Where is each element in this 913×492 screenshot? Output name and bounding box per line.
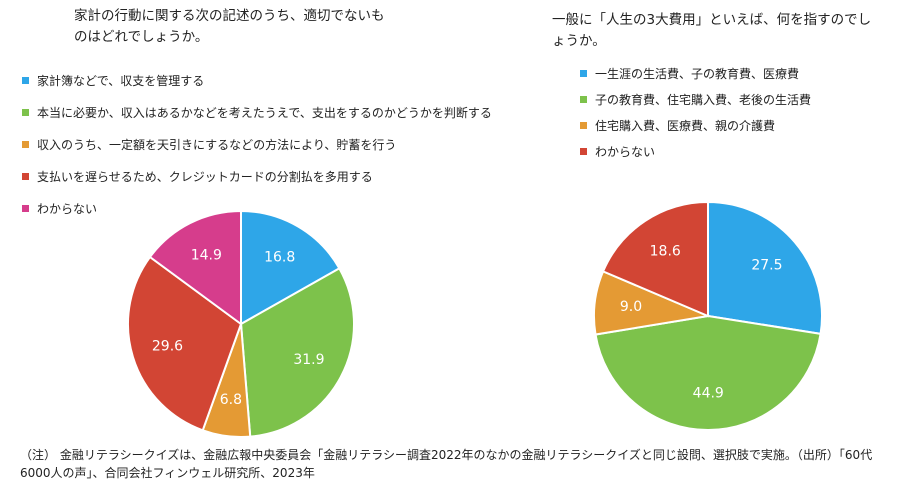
- pie-slice: [594, 314, 822, 431]
- legend-swatch: [580, 147, 587, 155]
- legend-item: わからない: [22, 192, 492, 224]
- pie-slice: [239, 266, 355, 438]
- footnote: （注） 金融リテラシークイズは、金融広報中央委員会「金融リテラシー調査2022年…: [20, 448, 873, 480]
- pie-slice: [601, 200, 709, 318]
- pie-value-label: 31.9: [293, 352, 324, 368]
- legend-swatch: [22, 76, 29, 84]
- pie-value-label: 9.0: [620, 299, 642, 315]
- legend-label: 子の教育費、住宅購入費、老後の生活費: [595, 92, 812, 107]
- legend-item: 一生涯の生活費、子の教育費、医療費: [580, 60, 811, 86]
- legend-swatch: [580, 69, 587, 77]
- pie-slice: [707, 200, 823, 335]
- legend-label: 住宅購入費、医療費、親の介護費: [595, 118, 776, 133]
- left-chart-panel: 家計の行動に関する次の記述のうち、適切でないものはどれでしょうか。 家計簿などで…: [0, 0, 492, 445]
- legend-item: 子の教育費、住宅購入費、老後の生活費: [580, 86, 811, 112]
- legend-item: わからない: [580, 138, 811, 164]
- legend-swatch: [22, 108, 29, 116]
- pie-value-label: 14.9: [191, 247, 222, 263]
- pie-value-label: 6.8: [220, 392, 242, 408]
- pie-slice: [148, 209, 242, 326]
- legend-swatch: [22, 172, 29, 180]
- legend-label: 収入のうち、一定額を天引きにするなどの方法により、貯蓄を行う: [37, 137, 397, 152]
- legend-label: 家計簿などで、収支を管理する: [37, 73, 205, 88]
- right-chart-title: 一般に「人生の3大費用」といえば、何を指すのでしょうか。: [552, 12, 872, 49]
- legend-label: わからない: [595, 144, 656, 159]
- left-pie-chart: 16.8 31.9 6.8 29.6 14.9: [127, 209, 355, 438]
- left-chart-legend: 家計簿などで、収支を管理する 本当に必要か、収入はあるかなどを考えたうえで、支出…: [22, 64, 492, 224]
- pie-slice: [240, 209, 341, 326]
- legend-label: 一生涯の生活費、子の教育費、医療費: [595, 66, 800, 81]
- legend-label: 支払いを遅らせるため、クレジットカードの分割払を多用する: [37, 169, 373, 184]
- legend-item: 家計簿などで、収支を管理する: [22, 64, 492, 96]
- pie-slice: [127, 255, 243, 432]
- legend-item: 支払いを遅らせるため、クレジットカードの分割払を多用する: [22, 160, 492, 192]
- right-chart-panel: 一般に「人生の3大費用」といえば、何を指すのでしょうか。 一生涯の生活費、子の教…: [500, 0, 913, 445]
- right-chart-legend: 一生涯の生活費、子の教育費、医療費 子の教育費、住宅購入費、老後の生活費 住宅購…: [580, 60, 811, 164]
- legend-label: わからない: [37, 201, 98, 216]
- legend-label: 本当に必要か、収入はあるかなどを考えたうえで、支出をするのかどうかを判断する: [37, 105, 492, 120]
- pie-value-label: 29.6: [152, 338, 183, 354]
- pie-value-label: 27.5: [751, 258, 782, 274]
- left-chart-title: 家計の行動に関する次の記述のうち、適切でないものはどれでしょうか。: [74, 8, 385, 45]
- pie-value-label: 16.8: [264, 250, 295, 266]
- legend-swatch: [22, 204, 29, 212]
- right-pie-chart: 27.5 44.9 9.0 18.6: [593, 200, 823, 431]
- pie-value-label: 44.9: [693, 386, 724, 402]
- legend-item: 住宅購入費、医療費、親の介護費: [580, 112, 811, 138]
- legend-item: 収入のうち、一定額を天引きにするなどの方法により、貯蓄を行う: [22, 128, 492, 160]
- legend-swatch: [580, 95, 587, 103]
- legend-swatch: [580, 121, 587, 129]
- legend-item: 本当に必要か、収入はあるかなどを考えたうえで、支出をするのかどうかを判断する: [22, 96, 492, 128]
- pie-value-label: 18.6: [650, 243, 681, 259]
- legend-swatch: [22, 140, 29, 148]
